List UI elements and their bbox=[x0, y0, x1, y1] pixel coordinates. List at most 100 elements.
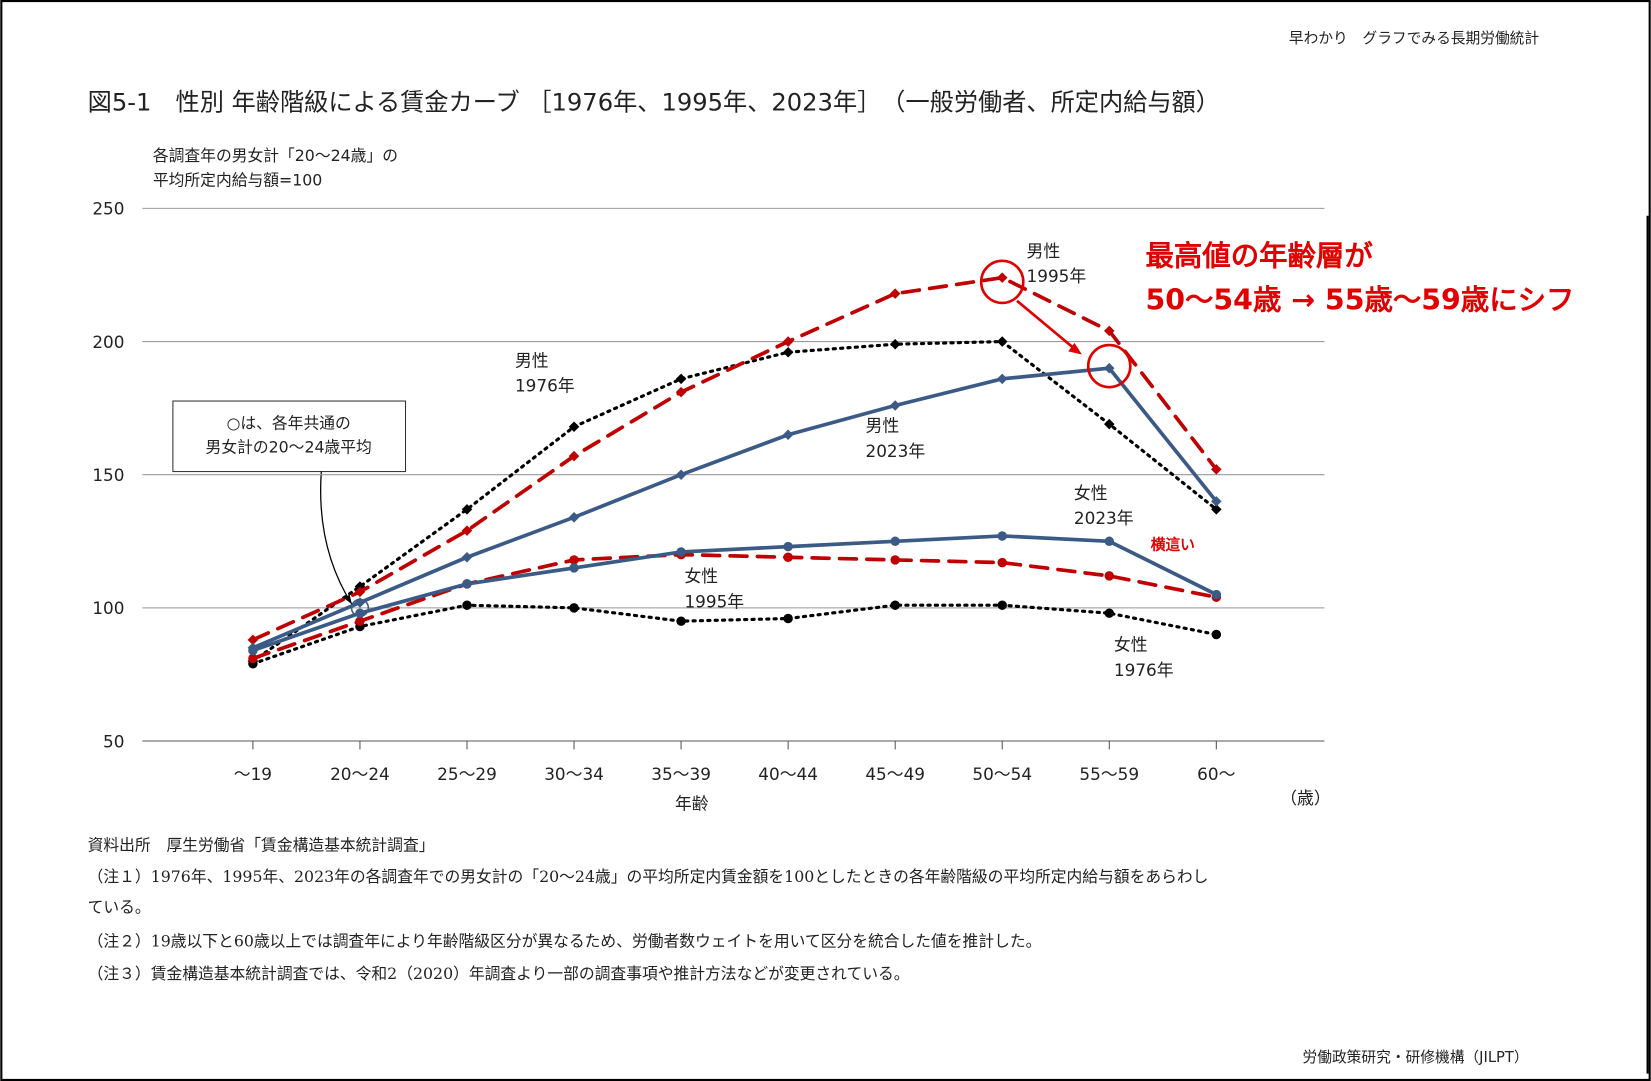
marker bbox=[461, 552, 473, 563]
source: 資料出所 厚生労働省「賃金構造基本統計調査」 bbox=[88, 835, 435, 854]
series-label: 2023年 bbox=[865, 441, 925, 461]
marker bbox=[462, 579, 472, 589]
series-label: 男性 bbox=[515, 350, 549, 370]
marker bbox=[1104, 536, 1115, 547]
marker bbox=[1104, 571, 1115, 581]
y-tick-label: 250 bbox=[92, 199, 124, 219]
x-tick-label: ～19 bbox=[234, 764, 272, 784]
marker bbox=[568, 450, 580, 462]
series-line bbox=[251, 366, 1219, 650]
marker bbox=[676, 616, 686, 626]
box-note: 男女計の20～24歳平均 bbox=[206, 438, 372, 457]
marker bbox=[890, 555, 900, 565]
series-label: 女性 bbox=[1114, 634, 1148, 654]
marker bbox=[675, 373, 687, 385]
x-tick-label: 40～44 bbox=[758, 764, 818, 784]
x-tick-label: 45～49 bbox=[865, 764, 925, 784]
series-label: 1976年 bbox=[1114, 660, 1174, 680]
series-label: 2023年 bbox=[1074, 508, 1134, 528]
series-label: 男性 bbox=[1027, 241, 1061, 261]
series-label: 1995年 bbox=[1027, 266, 1087, 286]
series-label: 女性 bbox=[684, 566, 718, 586]
marker bbox=[782, 346, 794, 358]
marker bbox=[676, 547, 686, 557]
marker bbox=[890, 600, 900, 610]
arrow-head bbox=[1068, 342, 1082, 355]
x-unit: （歳） bbox=[1280, 788, 1330, 808]
x-axis-label: 年齢 bbox=[675, 793, 709, 813]
y-tick-label: 50 bbox=[103, 731, 124, 751]
marker bbox=[1211, 629, 1222, 640]
y-axis-label: 平均所定内給与額=100 bbox=[153, 170, 322, 189]
note: （注３）賃金構造基本統計調査では、令和2（2020）年調査より一部の調査事項や推… bbox=[88, 964, 910, 983]
series-label: 1995年 bbox=[684, 591, 744, 611]
marker bbox=[1211, 464, 1222, 475]
marker bbox=[783, 552, 793, 563]
y-tick-label: 200 bbox=[92, 332, 124, 352]
x-tick-label: 20～24 bbox=[330, 764, 390, 784]
series-line bbox=[251, 603, 1218, 666]
flat-note: 横這い bbox=[1151, 535, 1195, 553]
marker bbox=[997, 531, 1007, 541]
series-label: 男性 bbox=[865, 416, 899, 436]
marker bbox=[996, 336, 1008, 347]
header: 早わかり グラフでみる長期労働統計 bbox=[1289, 30, 1540, 47]
y-tick-label: 100 bbox=[92, 598, 124, 618]
marker bbox=[569, 603, 579, 613]
arrow bbox=[1016, 299, 1079, 353]
highlight bbox=[979, 259, 1025, 305]
marker bbox=[355, 616, 365, 626]
marker bbox=[996, 272, 1008, 283]
marker bbox=[783, 613, 793, 624]
common-point bbox=[350, 598, 370, 618]
y-axis-label: 各調査年の男女計「20～24歳」の bbox=[153, 146, 398, 165]
x-tick-label: 55～59 bbox=[1079, 764, 1139, 784]
marker bbox=[889, 400, 901, 411]
series-line bbox=[251, 552, 1219, 661]
box-note: ○は、各年共通の bbox=[227, 413, 351, 432]
note: （注１）1976年、1995年、2023年の各調査年での男女計の「20～24歳」… bbox=[88, 867, 1209, 886]
marker bbox=[675, 386, 687, 398]
highlight bbox=[1086, 343, 1132, 389]
marker bbox=[247, 634, 259, 646]
shift-note: 50～54歳 → 55歳～59歳にシフ bbox=[1145, 283, 1574, 316]
series-line bbox=[251, 275, 1219, 642]
marker bbox=[248, 653, 258, 664]
marker bbox=[1211, 504, 1222, 515]
marker bbox=[248, 645, 258, 656]
marker bbox=[568, 421, 580, 433]
marker bbox=[461, 504, 473, 515]
marker bbox=[997, 557, 1007, 568]
marker bbox=[783, 541, 793, 552]
marker bbox=[1211, 589, 1222, 600]
marker bbox=[569, 563, 579, 573]
y-tick-label: 150 bbox=[92, 465, 124, 485]
x-tick-label: 30～34 bbox=[544, 764, 604, 784]
series-line bbox=[251, 534, 1219, 653]
marker bbox=[782, 429, 794, 441]
series-label: 女性 bbox=[1074, 483, 1108, 503]
x-tick-label: 50～54 bbox=[972, 764, 1032, 784]
marker bbox=[568, 512, 580, 523]
pointer bbox=[320, 471, 353, 605]
marker bbox=[1104, 362, 1115, 374]
shift-note: 最高値の年齢層が bbox=[1145, 239, 1373, 272]
x-tick-label: 35～39 bbox=[651, 764, 711, 784]
marker bbox=[1104, 418, 1115, 430]
note: （注２）19歳以下と60歳以上では調査年により年齢階級区分が異なるため、労働者数… bbox=[88, 931, 1042, 950]
x-tick-label: 25～29 bbox=[437, 764, 497, 784]
series-line bbox=[251, 339, 1218, 663]
series-label: 1976年 bbox=[515, 376, 575, 396]
note-box bbox=[172, 400, 407, 473]
marker bbox=[462, 600, 472, 610]
marker bbox=[997, 600, 1007, 610]
marker bbox=[569, 555, 579, 565]
footer: 労働政策研究・研修機構（JILPT） bbox=[1303, 1049, 1529, 1066]
marker bbox=[675, 469, 687, 480]
x-tick-label: 60～ bbox=[1197, 764, 1235, 784]
marker bbox=[996, 373, 1008, 385]
marker bbox=[889, 338, 901, 350]
chart-title: 図5-1 性別 年齢階級による賃金カーブ ［1976年、1995年、2023年］… bbox=[88, 89, 1220, 117]
